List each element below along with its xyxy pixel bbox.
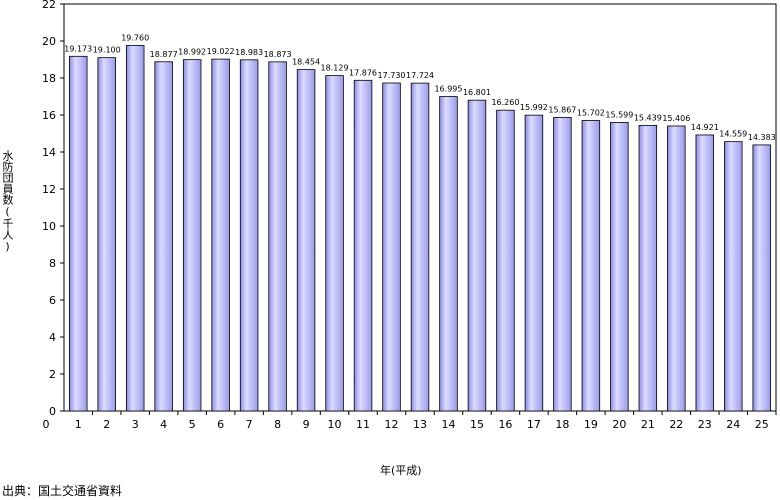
- data-label: 14.383: [748, 133, 776, 142]
- data-label: 15.439: [634, 113, 662, 122]
- bar: [581, 120, 601, 412]
- bar: [524, 114, 544, 412]
- x-tick-label: 25: [755, 418, 769, 431]
- bar: [496, 109, 515, 412]
- data-label: 18.454: [292, 58, 320, 67]
- data-label: 15.702: [577, 109, 605, 118]
- data-label: 16.260: [491, 98, 519, 107]
- x-tick-label: 5: [189, 418, 196, 431]
- bar: [667, 125, 686, 412]
- bar: [154, 61, 173, 412]
- data-label: 18.877: [150, 50, 178, 59]
- bar: [410, 82, 430, 412]
- x-tick-label: 11: [356, 418, 370, 431]
- x-tick-label: 23: [698, 418, 712, 431]
- data-label: 16.801: [463, 88, 491, 97]
- data-label: 14.559: [719, 130, 747, 139]
- bar: [439, 96, 458, 412]
- bar: [353, 79, 373, 412]
- bar: [724, 141, 743, 412]
- bar: [182, 59, 202, 412]
- data-label: 14.921: [691, 123, 719, 132]
- data-label: 15.867: [548, 105, 576, 114]
- y-tick-label: 20: [42, 35, 56, 48]
- data-label: 18.992: [178, 48, 206, 57]
- x-tick-label: 16: [498, 418, 512, 431]
- y-tick-label: 8: [49, 257, 56, 270]
- data-label: 17.730: [378, 71, 406, 80]
- x-tick-label: 3: [132, 418, 139, 431]
- bar: [752, 144, 771, 412]
- bar: [638, 124, 658, 412]
- x-tick-label: 17: [527, 418, 541, 431]
- bar: [553, 117, 572, 412]
- x-tick-label: 14: [441, 418, 455, 431]
- x-tick-label: 19: [584, 418, 598, 431]
- data-label: 15.406: [662, 114, 690, 123]
- data-label: 15.599: [605, 110, 633, 119]
- x-tick-label: 7: [246, 418, 253, 431]
- x-tick-label: 10: [328, 418, 342, 431]
- bar: [610, 122, 629, 412]
- bar: [296, 69, 316, 412]
- x-tick-label: 12: [385, 418, 399, 431]
- data-label: 18.129: [321, 64, 349, 73]
- data-label: 19.100: [93, 46, 121, 55]
- bar: [695, 134, 715, 412]
- x-tick-label: 4: [160, 418, 167, 431]
- data-label: 18.983: [235, 48, 263, 57]
- y-tick-label: 4: [49, 331, 56, 344]
- x-axis-label: 年(平成): [380, 464, 422, 477]
- bar: [211, 58, 230, 412]
- data-label: 18.873: [264, 50, 292, 59]
- y-tick-label: 6: [49, 294, 56, 307]
- data-label: 17.876: [349, 68, 377, 77]
- x-origin-label: 0: [43, 418, 50, 431]
- y-axis-label: 水防団員数(千人): [1, 150, 14, 253]
- x-tick-label: 21: [641, 418, 655, 431]
- bar: [467, 99, 487, 412]
- x-tick-label: 9: [303, 418, 310, 431]
- y-tick-label: 14: [42, 146, 56, 159]
- bar: [268, 61, 287, 412]
- x-tick-label: 6: [217, 418, 224, 431]
- x-tick-label: 20: [612, 418, 626, 431]
- data-label: 19.173: [64, 44, 92, 53]
- data-label: 16.995: [434, 85, 462, 94]
- bar: [125, 45, 145, 412]
- y-tick-label: 16: [42, 109, 56, 122]
- x-tick-label: 1: [75, 418, 82, 431]
- bar: [69, 55, 88, 412]
- bar: [97, 57, 116, 412]
- data-label: 19.022: [207, 47, 235, 56]
- data-label: 19.760: [121, 33, 149, 42]
- data-label: 17.724: [406, 71, 434, 80]
- x-tick-label: 15: [470, 418, 484, 431]
- x-tick-label: 22: [669, 418, 683, 431]
- y-tick-label: 22: [42, 0, 56, 11]
- x-tick-label: 8: [274, 418, 281, 431]
- x-tick-label: 13: [413, 418, 427, 431]
- data-label: 15.992: [520, 103, 548, 112]
- y-tick-label: 2: [49, 368, 56, 381]
- x-tick-label: 24: [726, 418, 740, 431]
- y-tick-label: 12: [42, 183, 56, 196]
- bar: [382, 82, 401, 412]
- y-tick-label: 10: [42, 220, 56, 233]
- x-tick-label: 2: [103, 418, 110, 431]
- x-tick-label: 18: [555, 418, 569, 431]
- bar: [325, 75, 344, 412]
- bar: [239, 59, 259, 412]
- y-tick-label: 18: [42, 72, 56, 85]
- y-tick-label: 0: [49, 405, 56, 418]
- source-note: 出典：国土交通省資料: [2, 484, 123, 498]
